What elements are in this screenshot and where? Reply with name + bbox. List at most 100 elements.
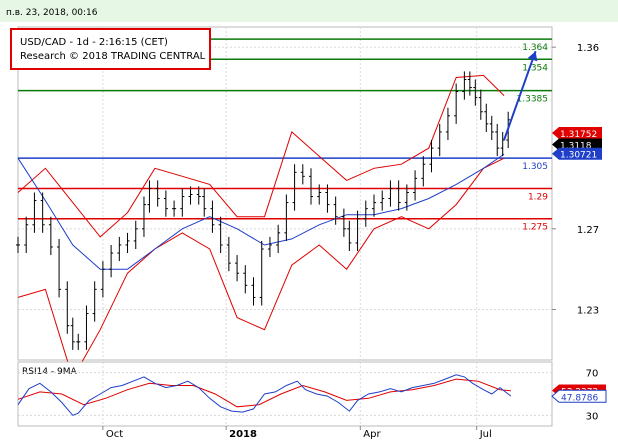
price-bar-26 <box>218 216 223 254</box>
info-box <box>10 28 211 70</box>
price-bar-50 <box>413 170 418 201</box>
price-tag-0: 1.31752 <box>552 126 602 140</box>
price-axis-label-1: 1.27 <box>577 225 599 236</box>
price-bar-45 <box>372 194 376 217</box>
price-bar-21 <box>180 188 185 217</box>
price-bar-37 <box>309 168 314 205</box>
price-bar-9 <box>84 305 89 350</box>
price-bar-35 <box>292 164 297 211</box>
price-bar-14 <box>125 232 130 254</box>
forecast-arrow-shaft <box>503 50 537 141</box>
info-box-research: Research © 2018 TRADING CENTRAL <box>20 51 206 62</box>
price-bar-12 <box>109 244 114 278</box>
rsi-ma-line <box>17 378 511 408</box>
price-bar-36 <box>300 164 305 185</box>
key-level-label-5: 1.275 <box>522 223 548 233</box>
price-bar-2 <box>32 192 37 233</box>
price-tag-bg-0 <box>552 126 602 139</box>
price-axis: 1.36 1.27 1.23 <box>552 43 599 317</box>
price-bar-56 <box>462 71 467 100</box>
price-bar-54 <box>445 107 450 141</box>
price-bar-6 <box>65 281 70 334</box>
price-bar-62 <box>495 123 500 157</box>
price-bar-29 <box>243 265 248 294</box>
price-bar-58 <box>473 79 478 106</box>
price-bar-8 <box>76 333 81 350</box>
price-panel-frame <box>17 26 553 361</box>
price-bar-44 <box>363 200 368 227</box>
price-bar-1 <box>24 216 29 254</box>
price-bar-18 <box>155 180 160 207</box>
price-bar-31 <box>259 240 264 306</box>
price-bar-5 <box>57 238 62 298</box>
price-bar-43 <box>355 210 360 252</box>
price-bar-42 <box>347 220 352 252</box>
price-bar-60 <box>484 103 489 132</box>
time-axis-label-0: Oct <box>106 429 123 440</box>
price-axis-label-2: 1.23 <box>577 306 599 317</box>
rsi-panel-frame <box>17 361 553 427</box>
price-bar-46 <box>380 190 385 211</box>
header-strip <box>0 0 618 22</box>
price-bar-52 <box>429 140 434 173</box>
price-bar-28 <box>235 255 240 282</box>
price-bar-11 <box>100 261 105 298</box>
price-bar-24 <box>202 188 207 217</box>
price-bar-4 <box>48 216 53 256</box>
price-bar-34 <box>284 194 289 241</box>
price-bar-10 <box>92 281 97 322</box>
rsi-axis-label-0: 70 <box>586 369 599 380</box>
price-bar-22 <box>188 186 193 205</box>
price-bar-53 <box>437 123 442 157</box>
price-tag-label-2: 1.30721 <box>560 151 597 161</box>
price-bar-3 <box>40 192 45 233</box>
price-bar-7 <box>70 317 75 350</box>
bollinger-lower-line <box>17 157 505 380</box>
time-axis-label-1: 2018 <box>229 429 257 440</box>
price-bar-13 <box>117 236 122 262</box>
time-axis-label-2: Apr <box>363 429 381 440</box>
price-tag-bg-1 <box>552 138 602 151</box>
price-bar-48 <box>396 180 401 211</box>
forecast-arrow-head <box>527 51 538 62</box>
price-bar-17 <box>147 180 152 213</box>
price-bar-40 <box>333 196 338 225</box>
key-level-label-2: 1.3385 <box>517 95 549 105</box>
rsi-value-tag-1: 47.8786 <box>551 389 607 403</box>
price-bar-61 <box>489 115 494 141</box>
price-bar-55 <box>454 83 459 124</box>
bollinger-upper-line <box>17 74 505 238</box>
price-bar-20 <box>172 200 177 217</box>
rsi-value-tag-label-1: 47.8786 <box>561 393 598 403</box>
price-tag-label-0: 1.31752 <box>560 130 597 140</box>
price-bar-16 <box>141 196 146 237</box>
rsi-axis: 70 30 <box>586 369 599 423</box>
price-bar-30 <box>251 277 256 306</box>
rsi-panel-title: RSI14 - 9MA <box>22 367 78 377</box>
rsi-axis-label-1: 30 <box>586 411 599 422</box>
price-bar-27 <box>226 236 231 272</box>
price-bar-15 <box>133 220 138 249</box>
price-bar-25 <box>210 200 215 233</box>
rsi-value-tags: 53.237247.8786 <box>551 384 607 403</box>
price-bar-23 <box>196 186 201 205</box>
price-bar-47 <box>388 180 393 207</box>
key-level-label-4: 1.29 <box>528 192 548 202</box>
price-bar-19 <box>163 190 168 217</box>
price-tag-bg-2 <box>552 147 602 160</box>
rsi-grid <box>18 362 552 426</box>
price-bars <box>16 71 511 350</box>
key-level-label-1: 1.354 <box>522 63 548 73</box>
rsi-value-tag-bg-1 <box>551 389 607 403</box>
header-timestamp: п.в. 23, 2018, 00:16 <box>6 8 98 18</box>
price-bar-39 <box>325 184 330 213</box>
price-tag-label-1: 1.3118 <box>560 141 592 151</box>
key-level-label-3: 1.305 <box>522 162 548 172</box>
price-bar-59 <box>478 89 483 120</box>
info-box-symbol: USD/CAD - 1d - 2:16:15 (CET) <box>20 37 168 48</box>
price-bar-41 <box>341 208 346 237</box>
price-tag-2: 1.30721 <box>552 147 602 161</box>
rsi-line <box>17 374 512 416</box>
price-bar-49 <box>404 184 409 211</box>
price-bar-51 <box>421 156 426 187</box>
